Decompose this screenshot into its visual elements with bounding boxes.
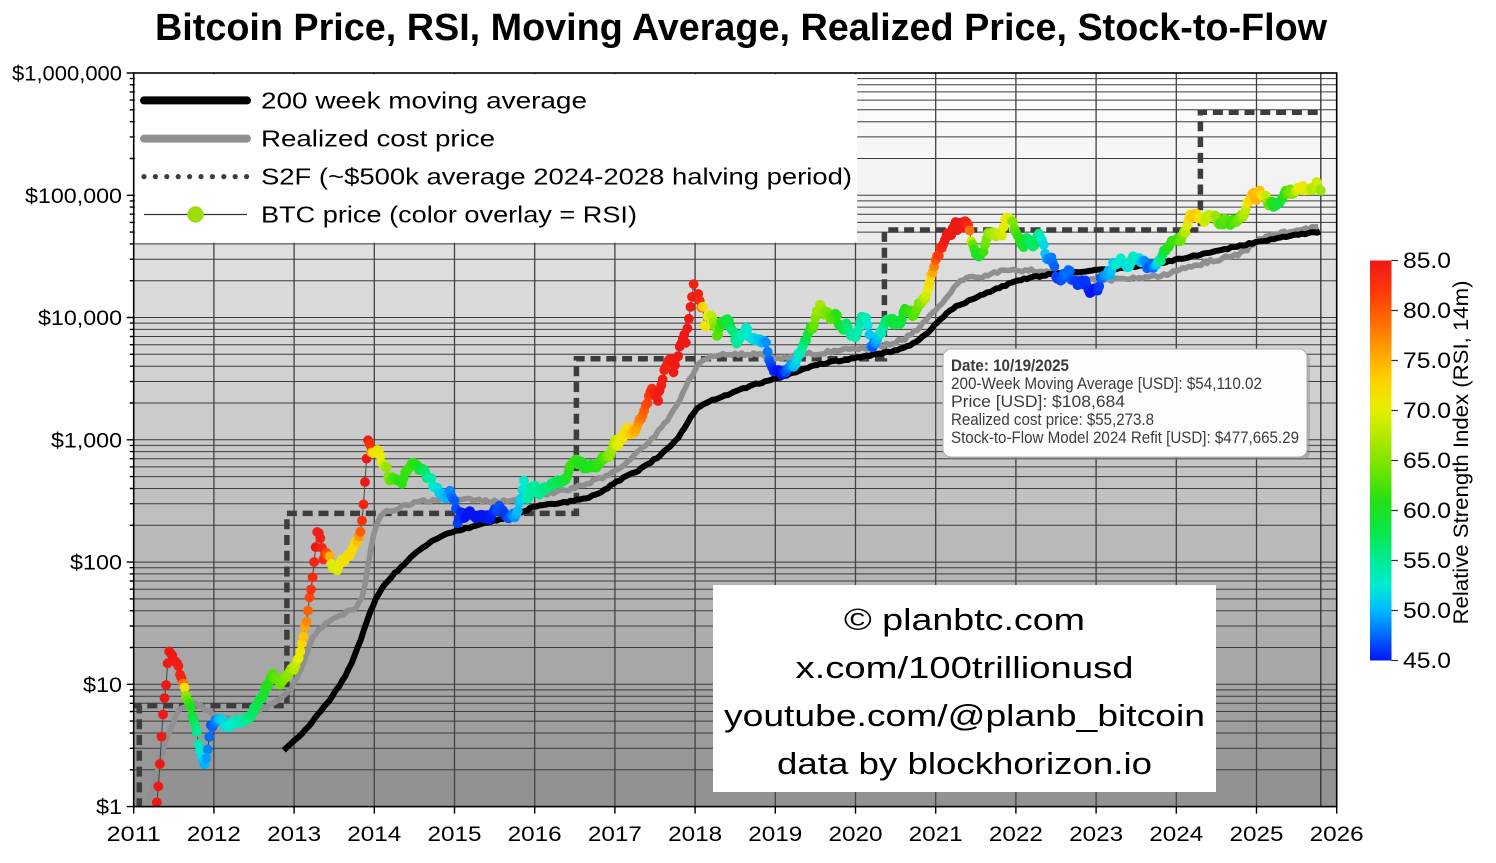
svg-text:2019: 2019 <box>748 823 802 846</box>
svg-text:Price [USD]: $108,684: Price [USD]: $108,684 <box>951 393 1125 411</box>
svg-text:$1,000: $1,000 <box>51 429 122 452</box>
svg-text:Relative Strength Index (RSI,: Relative Strength Index (RSI, 14m) <box>1449 281 1473 625</box>
svg-text:2021: 2021 <box>909 823 963 846</box>
svg-text:Stock-to-Flow Model 2024 Refit: Stock-to-Flow Model 2024 Refit [USD]: $4… <box>951 429 1299 447</box>
svg-text:$1,000,000: $1,000,000 <box>12 63 122 86</box>
svg-text:$100,000: $100,000 <box>25 185 122 208</box>
svg-text:$10,000: $10,000 <box>38 307 122 330</box>
svg-text:200-Week Moving Average [USD]:: 200-Week Moving Average [USD]: $54,110.0… <box>951 375 1262 393</box>
svg-text:50.0: 50.0 <box>1403 598 1451 623</box>
svg-text:Date: 10/19/2025: Date: 10/19/2025 <box>951 357 1069 375</box>
svg-text:80.0: 80.0 <box>1403 298 1451 323</box>
svg-text:65.0: 65.0 <box>1403 448 1451 473</box>
svg-text:2011: 2011 <box>107 823 161 846</box>
svg-text:200 week moving average: 200 week moving average <box>261 87 587 113</box>
svg-text:$10: $10 <box>83 674 122 697</box>
svg-text:2017: 2017 <box>588 823 642 846</box>
svg-text:2015: 2015 <box>428 823 482 846</box>
svg-text:2020: 2020 <box>829 823 883 846</box>
svg-text:© planbtc.com: © planbtc.com <box>844 602 1085 637</box>
svg-text:BTC price (color overlay = RSI: BTC price (color overlay = RSI) <box>261 202 637 228</box>
svg-text:2024: 2024 <box>1149 823 1203 846</box>
svg-text:2013: 2013 <box>267 823 321 846</box>
svg-text:60.0: 60.0 <box>1403 498 1451 523</box>
svg-text:2018: 2018 <box>668 823 722 846</box>
svg-text:data by blockhorizon.io: data by blockhorizon.io <box>777 746 1152 781</box>
svg-text:2016: 2016 <box>508 823 562 846</box>
svg-text:2014: 2014 <box>347 823 401 846</box>
svg-text:75.0: 75.0 <box>1403 348 1451 373</box>
svg-text:S2F (~$500k average 2024-2028: S2F (~$500k average 2024-2028 halving pe… <box>261 164 852 190</box>
svg-text:Realized cost price: Realized cost price <box>261 126 495 152</box>
svg-text:2026: 2026 <box>1310 823 1364 846</box>
svg-text:85.0: 85.0 <box>1403 248 1451 273</box>
svg-text:$100: $100 <box>70 552 122 575</box>
svg-text:x.com/100trillionusd: x.com/100trillionusd <box>796 650 1134 685</box>
svg-text:2022: 2022 <box>989 823 1043 846</box>
svg-text:youtube.com/@planb_bitcoin: youtube.com/@planb_bitcoin <box>724 698 1205 733</box>
svg-text:2012: 2012 <box>187 823 241 846</box>
svg-text:Realized cost price: $55,273.8: Realized cost price: $55,273.8 <box>951 411 1154 429</box>
svg-text:2025: 2025 <box>1230 823 1284 846</box>
svg-text:2023: 2023 <box>1069 823 1123 846</box>
svg-text:$1: $1 <box>96 796 122 819</box>
svg-text:70.0: 70.0 <box>1403 398 1451 423</box>
svg-text:Bitcoin Price, RSI, Moving Ave: Bitcoin Price, RSI, Moving Average, Real… <box>155 7 1327 49</box>
svg-text:55.0: 55.0 <box>1403 548 1451 573</box>
svg-text:45.0: 45.0 <box>1403 648 1451 673</box>
